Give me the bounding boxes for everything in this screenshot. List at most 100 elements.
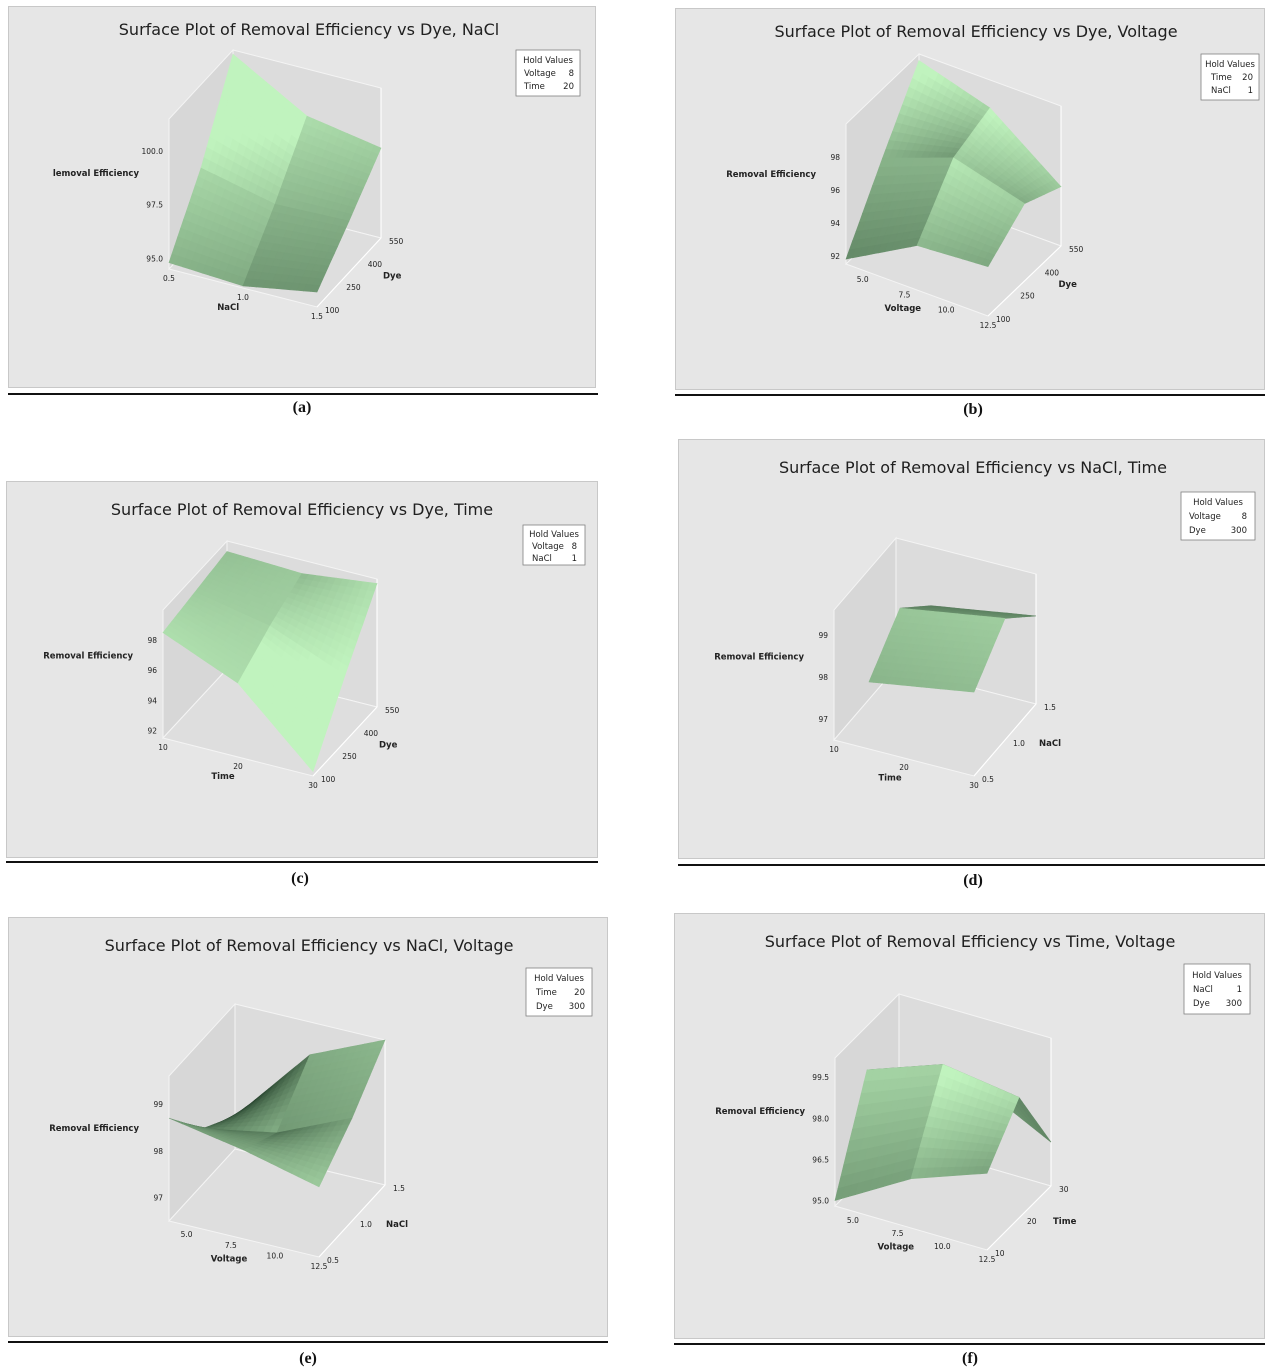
x-axis-label: NaCl xyxy=(217,303,239,313)
x-tick-label: 12.5 xyxy=(311,1262,328,1271)
x-tick-label: 20 xyxy=(233,762,243,771)
y-tick-label: 550 xyxy=(385,706,400,715)
chart-panel-f: Surface Plot of Removal Efficiency vs Ti… xyxy=(674,913,1265,1339)
y-tick-label: 0.5 xyxy=(327,1256,339,1265)
figure-caption-a: (a) xyxy=(292,399,312,416)
hold-name: Time xyxy=(535,988,557,998)
x-tick-label: 7.5 xyxy=(892,1229,904,1238)
y-tick-label: 550 xyxy=(1069,245,1084,254)
y-tick-label: 20 xyxy=(1027,1217,1037,1226)
hold-values-box: Hold Values Voltage 8 Dye 300 xyxy=(1180,491,1256,541)
x-tick-label: 12.5 xyxy=(980,321,997,330)
hold-name: NaCl xyxy=(532,554,552,564)
hold-name: Dye xyxy=(1193,999,1210,1009)
x-tick-label: 5.0 xyxy=(857,275,869,284)
hold-name: NaCl xyxy=(1193,985,1213,995)
z-axis-label: lemoval Efficiency xyxy=(53,169,140,179)
chart-title: Surface Plot of Removal Efficiency vs Dy… xyxy=(119,20,499,39)
surface-facet xyxy=(309,284,321,293)
z-tick-label: 99 xyxy=(153,1100,163,1109)
hold-values-title: Hold Values xyxy=(1193,498,1243,508)
y-axis-label: Time xyxy=(1053,1217,1077,1227)
z-tick-label: 96.5 xyxy=(812,1155,829,1164)
x-axis-label: Time xyxy=(878,773,902,783)
y-tick-label: 250 xyxy=(1020,292,1035,301)
x-tick-label: 10.0 xyxy=(934,1242,951,1251)
chart-panel-a: Surface Plot of Removal Efficiency vs Dy… xyxy=(8,6,596,388)
x-tick-label: 5.0 xyxy=(847,1216,859,1225)
x-tick-label: 10.0 xyxy=(938,306,955,315)
hold-values-title: Hold Values xyxy=(529,530,579,540)
x-axis-label: Time xyxy=(211,772,235,782)
chart-panel-c: Surface Plot of Removal Efficiency vs Dy… xyxy=(6,481,598,858)
x-tick-label: 10.0 xyxy=(267,1251,284,1260)
hold-name: NaCl xyxy=(1211,86,1231,96)
surface-facet xyxy=(305,754,317,773)
hold-name: Time xyxy=(1210,73,1232,83)
y-tick-label: 250 xyxy=(346,283,361,292)
z-tick-label: 97 xyxy=(818,715,828,724)
z-tick-label: 94 xyxy=(830,219,840,228)
z-tick-label: 95.0 xyxy=(812,1197,829,1206)
z-axis-label: Removal Efficiency xyxy=(715,1107,805,1117)
z-axis-label: Removal Efficiency xyxy=(43,652,133,662)
figure-caption-d: (d) xyxy=(963,872,983,889)
z-tick-label: 96 xyxy=(147,666,157,675)
x-tick-label: 7.5 xyxy=(225,1241,237,1250)
hold-value: 8 xyxy=(1242,512,1247,522)
surface xyxy=(168,53,382,293)
surface xyxy=(168,1039,386,1188)
x-tick-label: 7.5 xyxy=(899,290,911,299)
x-axis-label: Voltage xyxy=(878,1243,915,1253)
y-tick-label: 400 xyxy=(364,729,379,738)
z-tick-label: 98.0 xyxy=(812,1114,829,1123)
surface-facet xyxy=(311,1177,323,1188)
y-axis-label: NaCl xyxy=(386,1220,408,1230)
y-tick-label: 550 xyxy=(389,237,404,246)
z-tick-label: 97.5 xyxy=(146,201,163,210)
surface-facet xyxy=(979,1166,991,1175)
axis-labels: 10 20 300.5 1.0 1.5 97 98 99 Time NaCl Removal Eff… xyxy=(714,631,1061,790)
y-tick-label: 1.5 xyxy=(1044,703,1056,712)
hold-value: 20 xyxy=(1242,73,1253,83)
hold-name: Voltage xyxy=(524,69,556,79)
surface-plot-f: Surface Plot of Removal Efficiency vs Ti… xyxy=(715,932,1251,1264)
z-axis-label: Removal Efficiency xyxy=(714,652,804,662)
axis-edge xyxy=(987,245,1062,317)
hold-value: 8 xyxy=(569,69,574,79)
axis-edge xyxy=(316,237,382,308)
y-tick-label: 100 xyxy=(996,315,1011,324)
hold-value: 300 xyxy=(1231,526,1247,536)
chart-title: Surface Plot of Removal Efficiency vs Na… xyxy=(779,458,1167,477)
z-tick-label: 92 xyxy=(830,252,840,261)
chart-panel-e: Surface Plot of Removal Efficiency vs Na… xyxy=(8,917,608,1337)
surface xyxy=(868,605,1037,693)
x-axis-label: Voltage xyxy=(211,1254,248,1264)
hold-name: Dye xyxy=(536,1002,553,1012)
figure-rule xyxy=(8,393,598,395)
surface-facet xyxy=(968,684,978,693)
z-tick-label: 92 xyxy=(147,727,157,736)
y-tick-label: 400 xyxy=(368,260,383,269)
y-axis-label: NaCl xyxy=(1039,739,1061,749)
figure-rule xyxy=(674,1343,1265,1345)
chart-title: Surface Plot of Removal Efficiency vs Na… xyxy=(105,936,514,955)
z-tick-label: 95.0 xyxy=(146,254,163,263)
z-tick-label: 94 xyxy=(147,696,157,705)
figure-rule xyxy=(6,861,598,863)
x-tick-label: 5.0 xyxy=(181,1230,193,1239)
hold-values-title: Hold Values xyxy=(1192,971,1242,981)
y-axis-label: Dye xyxy=(1059,280,1078,290)
y-tick-label: 30 xyxy=(1059,1185,1069,1194)
hold-name: Voltage xyxy=(1189,512,1221,522)
z-tick-label: 99.5 xyxy=(812,1073,829,1082)
figure-rule xyxy=(675,394,1265,396)
hold-value: 8 xyxy=(572,542,577,552)
z-tick-label: 98 xyxy=(147,636,157,645)
y-tick-label: 10 xyxy=(995,1249,1005,1258)
x-tick-label: 30 xyxy=(969,781,979,790)
hold-values-box: Hold Values Voltage 8 Time 20 xyxy=(515,49,581,97)
surface xyxy=(834,1063,1052,1201)
